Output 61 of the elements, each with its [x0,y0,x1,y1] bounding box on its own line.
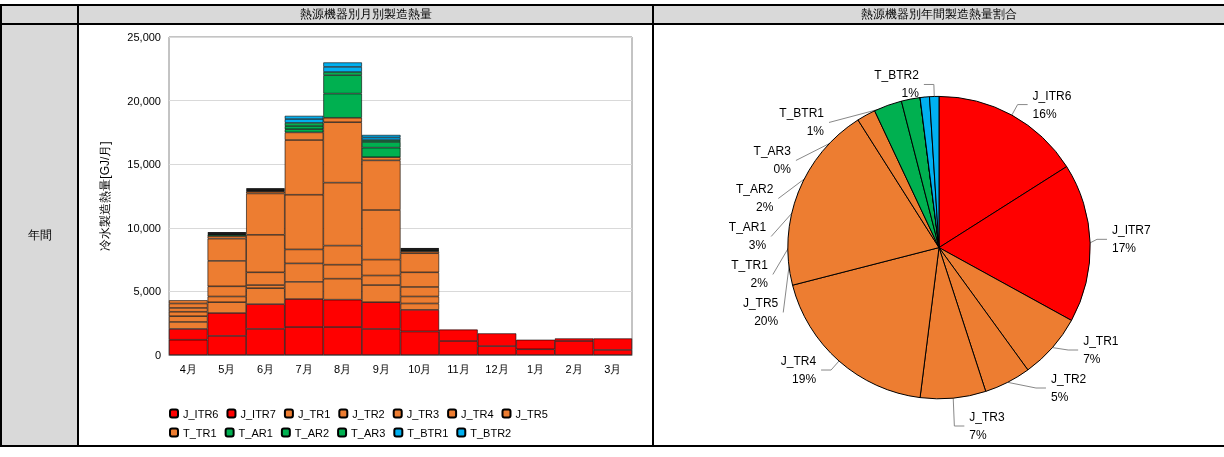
x-tick-label: 10月 [408,362,432,375]
y-tick-label: 5,000 [133,285,161,298]
slice-label: T_BTR2 [874,68,920,83]
legend-label: T_TR1 [183,426,217,439]
data-label: 3% [748,238,767,253]
data-label: 5% [1050,390,1069,404]
legend-label: J_TR2 [352,407,385,420]
y-tick-label: 0 [154,349,161,361]
data-label: 16% [1032,106,1057,121]
legend-label: T_AR3 [351,426,386,439]
data-label: 1% [806,124,825,139]
data-label: 2% [756,200,774,215]
legend-label: J_TR3 [406,407,440,420]
legend-label: T_AR1 [238,426,273,439]
legend-label: J_ITR7 [240,407,276,420]
x-tick-label: 2月 [565,362,583,375]
slice-label: T_AR1 [728,220,767,235]
slice-label: J_TR5 [742,296,779,311]
y-tick-label: 25,000 [127,31,161,43]
x-tick-label: 8月 [334,362,352,375]
x-tick-label: 12月 [485,362,509,375]
x-tick-label: 9月 [372,362,390,375]
x-tick-label: 7月 [295,362,313,375]
data-label: 20% [754,314,779,329]
x-tick-label: 1月 [526,362,545,375]
legend-label: T_BTR2 [470,426,512,439]
data-label: 7% [969,428,988,442]
slice-label: J_TR1 [1083,334,1119,348]
legend-label: J_ITR6 [183,407,219,420]
slice-label: T_AR2 [735,182,774,197]
y-tick-label: 10,000 [127,221,161,234]
data-label: 17% [1112,241,1137,256]
data-label: 19% [792,372,817,387]
data-label: 1% [901,86,920,101]
x-tick-label: 11月 [447,362,470,375]
legend-label: J_TR5 [515,407,548,420]
legend-label: J_TR1 [297,407,331,420]
slice-label: J_ITR6 [1032,88,1072,103]
slice-label: T_BTR1 [779,106,825,121]
chart-title: 熱源機器別月別製造熱量 [78,5,653,24]
slice-label: T_TR1 [731,258,769,273]
legend-label: J_TR4 [461,407,494,420]
slice-label: J_TR3 [969,410,1006,424]
x-tick-label: 4月 [179,362,197,375]
text: 年間 [1,24,78,446]
x-tick-label: 6月 [256,362,275,375]
slice-label: J_ITR7 [1112,223,1151,238]
y-tick-label: 15,000 [127,158,161,171]
x-tick-label: 3月 [604,362,622,375]
slice-label: J_TR4 [780,354,817,369]
slice-label: J_TR2 [1050,372,1087,386]
text: 0% [773,162,791,177]
chart-title: 熱源機器別年間製造熱量割合 [653,5,1224,24]
legend-label: T_AR2 [294,426,330,439]
y-axis-title: 冷水製造熱量[GJ/月] [98,141,112,251]
x-tick-label: 5月 [218,362,236,375]
category-label: T_AR3 [753,144,791,159]
data-label: 7% [1083,352,1101,366]
y-tick-label: 20,000 [127,94,161,107]
legend-label: T_BTR1 [407,426,449,439]
data-label: 2% [750,276,769,291]
